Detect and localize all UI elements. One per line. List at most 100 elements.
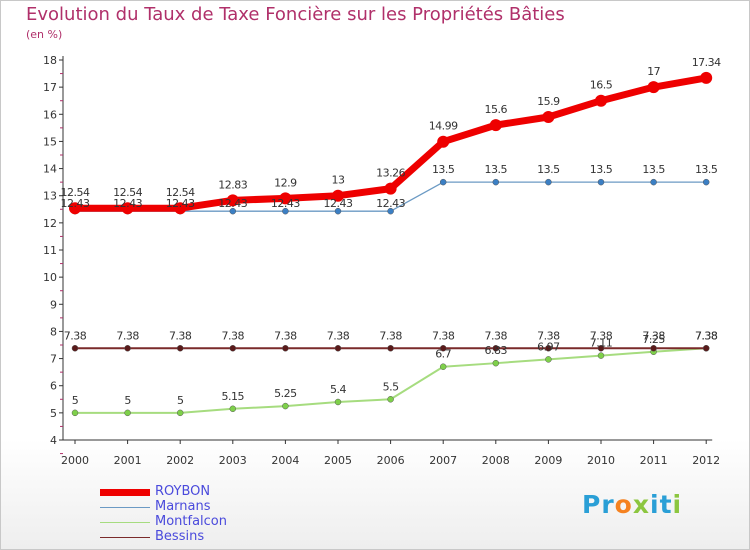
data-point-roybon: [384, 182, 397, 195]
legend-label: ROYBON: [155, 484, 211, 499]
data-point-marnans: [334, 207, 342, 215]
data-label-marnans: 12.43: [271, 197, 300, 210]
data-label-montfalcon: 7.25: [642, 333, 665, 346]
data-point-roybon: [121, 202, 134, 215]
data-point-roybon: [489, 119, 502, 132]
data-point-marnans: [229, 207, 237, 215]
data-label-bessins: 7.38: [116, 329, 139, 342]
legend-swatch: [100, 489, 150, 496]
data-label-montfalcon: 5: [177, 394, 184, 407]
data-point-roybon: [542, 111, 555, 123]
data-label-roybon: 15.9: [537, 95, 560, 108]
data-point-roybon: [69, 202, 81, 215]
y-tick-label: 18: [43, 54, 57, 67]
data-label-roybon: 16.5: [590, 79, 613, 92]
x-tick-label: 2001: [114, 454, 142, 467]
data-point-bessins: [176, 345, 184, 352]
x-tick-label: 2004: [271, 454, 299, 467]
x-tick-label: 2006: [377, 454, 405, 467]
legend-swatch: [100, 522, 150, 523]
data-point-roybon: [174, 202, 187, 215]
logo-letter: x: [632, 490, 650, 519]
legend-label: Marnans: [155, 499, 211, 514]
y-tick-label: 17: [43, 81, 57, 94]
y-tick-label: 5: [50, 407, 57, 420]
data-point-montfalcon: [229, 405, 237, 413]
data-label-roybon: 12.9: [274, 176, 297, 189]
data-label-marnans: 12.43: [376, 197, 405, 210]
data-label-marnans: 13.5: [642, 163, 665, 176]
data-label-bessins: 7.38: [274, 329, 297, 342]
data-label-marnans: 12.43: [324, 197, 353, 210]
data-label-roybon: 12.54: [166, 186, 195, 199]
data-point-montfalcon: [176, 409, 184, 417]
logo-letter: i: [650, 490, 660, 519]
x-tick-label: 2005: [324, 454, 352, 467]
data-point-montfalcon: [597, 352, 605, 359]
data-point-montfalcon: [545, 356, 552, 363]
data-point-roybon: [332, 189, 344, 202]
data-label-montfalcon: 5.4: [330, 383, 346, 396]
data-label-bessins: 7.38: [432, 329, 455, 342]
data-label-roybon: 13: [332, 174, 345, 187]
unit-label: (en %): [26, 28, 63, 41]
legend-label: Bessins: [155, 529, 205, 544]
x-tick-label: 2012: [692, 454, 720, 467]
data-label-montfalcon: 5.25: [274, 387, 297, 400]
data-point-roybon: [226, 194, 239, 207]
logo-letter: o: [614, 490, 633, 519]
y-tick-label: 14: [43, 163, 57, 176]
data-label-montfalcon: 7.11: [590, 337, 613, 350]
data-label-roybon: 12.83: [218, 178, 247, 191]
logo-letter: t: [659, 490, 673, 519]
data-point-bessins: [124, 345, 131, 352]
y-tick-label: 13: [43, 190, 57, 203]
data-point-roybon: [437, 135, 450, 148]
data-label-bessins: 7.38: [485, 329, 508, 342]
data-label-bessins: 7.38: [379, 329, 402, 342]
data-point-marnans: [597, 178, 605, 186]
data-point-roybon: [700, 71, 713, 84]
data-point-bessins: [545, 345, 552, 352]
y-tick-label: 16: [43, 108, 57, 121]
data-label-montfalcon: 7.38: [695, 329, 718, 342]
x-tick-label: 2002: [166, 454, 194, 467]
y-tick-label: 4: [50, 434, 57, 447]
data-point-bessins: [282, 345, 289, 352]
data-point-montfalcon: [282, 402, 289, 410]
legend-label: Montfalcon: [155, 514, 228, 529]
x-tick-label: 2009: [534, 454, 562, 467]
data-label-montfalcon: 5.15: [222, 390, 245, 403]
data-point-bessins: [387, 345, 394, 352]
data-label-marnans: 13.5: [590, 163, 613, 176]
data-point-marnans: [282, 207, 289, 215]
data-label-roybon: 14.99: [429, 120, 458, 133]
data-point-marnans: [387, 207, 394, 215]
y-tick-label: 10: [43, 271, 57, 284]
data-label-roybon: 13.26: [376, 167, 405, 180]
data-point-marnans: [650, 178, 657, 186]
y-tick-label: 6: [50, 380, 57, 393]
data-label-marnans: 13.5: [537, 163, 560, 176]
data-point-marnans: [492, 178, 500, 186]
data-label-bessins: 7.38: [537, 329, 560, 342]
data-point-montfalcon: [439, 363, 447, 370]
data-point-montfalcon: [334, 398, 342, 406]
data-point-bessins: [229, 345, 237, 352]
data-point-roybon: [647, 81, 660, 94]
data-point-marnans: [702, 178, 710, 186]
data-label-roybon: 17: [647, 65, 660, 78]
y-tick-label: 15: [43, 135, 57, 148]
data-label-bessins: 7.38: [590, 329, 613, 342]
data-point-bessins: [702, 345, 710, 352]
data-point-montfalcon: [492, 359, 500, 367]
data-label-bessins: 7.38: [64, 329, 87, 342]
logo-letter: r: [601, 490, 615, 519]
data-label-roybon: 15.6: [485, 103, 508, 116]
data-point-bessins: [439, 345, 447, 352]
data-label-bessins: 7.38: [327, 329, 350, 342]
data-point-marnans: [545, 178, 552, 186]
data-point-montfalcon: [387, 396, 394, 403]
data-point-bessins: [650, 345, 657, 352]
